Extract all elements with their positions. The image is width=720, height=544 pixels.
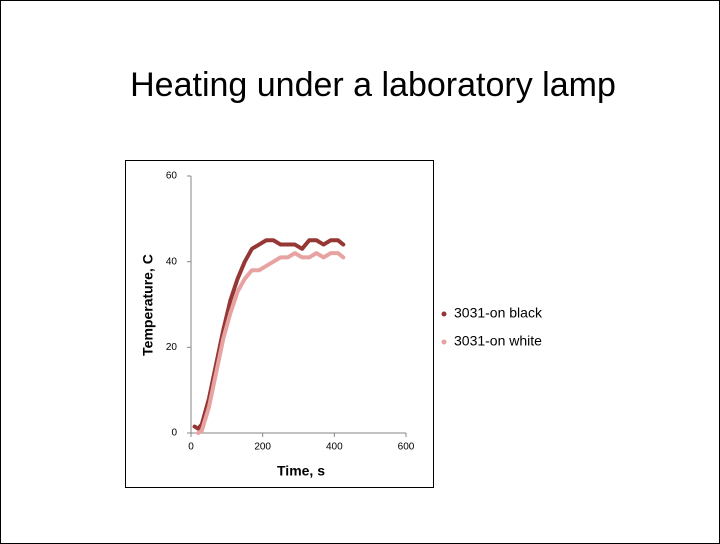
legend-marker bbox=[441, 311, 447, 317]
legend-label: 3031-on white bbox=[454, 333, 542, 349]
x-tick-label: 0 bbox=[188, 442, 194, 453]
x-tick-label: 400 bbox=[326, 442, 343, 453]
legend-marker bbox=[441, 339, 447, 345]
x-tick-label: 600 bbox=[398, 442, 415, 453]
slide-title: Heating under a laboratory lamp bbox=[130, 66, 616, 104]
x-axis-label: Time, s bbox=[277, 463, 325, 479]
y-tick-label: 60 bbox=[166, 171, 178, 182]
y-tick-label: 0 bbox=[171, 428, 177, 439]
y-tick-label: 40 bbox=[166, 256, 178, 267]
x-tick-label: 200 bbox=[254, 442, 271, 453]
y-tick-label: 20 bbox=[166, 342, 178, 353]
legend-label: 3031-on black bbox=[454, 305, 543, 321]
y-axis-label: Temperature, C bbox=[140, 254, 156, 356]
series-line bbox=[196, 251, 346, 435]
